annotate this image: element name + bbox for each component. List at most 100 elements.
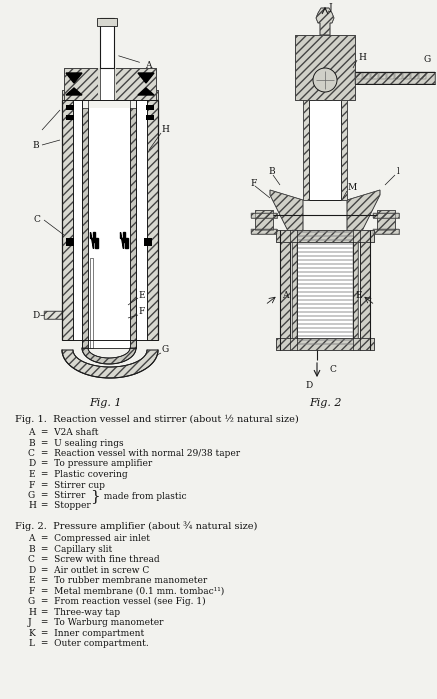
Polygon shape	[371, 73, 378, 79]
Text: A: A	[28, 428, 35, 437]
Polygon shape	[387, 73, 394, 79]
Text: C: C	[330, 366, 337, 375]
Polygon shape	[82, 348, 136, 364]
Text: =  Screw with fine thread: = Screw with fine thread	[38, 555, 160, 564]
Bar	[88, 108, 130, 348]
Text: =  Plastic covering: = Plastic covering	[38, 470, 128, 479]
Polygon shape	[251, 213, 277, 218]
Polygon shape	[270, 190, 303, 235]
Bar	[66, 115, 74, 120]
Bar	[66, 238, 74, 246]
Bar	[97, 18, 117, 26]
Polygon shape	[419, 73, 426, 79]
Text: D: D	[32, 310, 39, 319]
Text: =  Capillary slit: = Capillary slit	[38, 545, 112, 554]
Polygon shape	[66, 88, 82, 95]
Text: H: H	[161, 126, 169, 134]
Polygon shape	[341, 100, 347, 200]
Polygon shape	[403, 73, 410, 79]
Polygon shape	[82, 108, 88, 348]
Text: A: A	[119, 56, 152, 69]
Text: made from plastic: made from plastic	[98, 492, 187, 500]
Polygon shape	[353, 230, 358, 350]
Text: F: F	[28, 586, 35, 596]
Polygon shape	[379, 73, 386, 79]
Text: M: M	[347, 184, 356, 192]
Text: B: B	[268, 168, 274, 177]
Text: L: L	[28, 640, 34, 648]
Text: =  Inner compartment: = Inner compartment	[38, 628, 144, 637]
Text: =  To pressure amplifier: = To pressure amplifier	[38, 459, 152, 468]
Polygon shape	[147, 90, 158, 340]
Bar	[100, 18, 114, 68]
Polygon shape	[355, 73, 362, 79]
Text: F: F	[138, 308, 144, 317]
Bar	[309, 100, 341, 200]
Text: K: K	[28, 628, 35, 637]
Polygon shape	[292, 230, 297, 350]
Bar	[100, 68, 114, 100]
Polygon shape	[355, 72, 435, 84]
Bar	[98, 68, 116, 100]
Text: Fig. 1: Fig. 1	[89, 398, 121, 408]
Text: }: }	[90, 489, 100, 503]
Text: =  V2A shaft: = V2A shaft	[38, 428, 98, 437]
Text: =  Stirrer: = Stirrer	[38, 491, 85, 500]
Text: B: B	[28, 545, 35, 554]
Text: Fig. 2.  Pressure amplifier (about ¾ natural size): Fig. 2. Pressure amplifier (about ¾ natu…	[15, 521, 257, 531]
Text: =  Metal membrane (0.1 mm. tombac¹¹): = Metal membrane (0.1 mm. tombac¹¹)	[38, 586, 224, 596]
Text: =  Reaction vessel with normal 29/38 taper: = Reaction vessel with normal 29/38 tape…	[38, 449, 240, 458]
Text: G: G	[28, 491, 35, 500]
Text: =  Outer compartment.: = Outer compartment.	[38, 640, 149, 648]
Polygon shape	[90, 232, 98, 248]
Text: =  To rubber membrane manometer: = To rubber membrane manometer	[38, 576, 207, 585]
Text: D: D	[28, 565, 35, 575]
Text: E: E	[28, 576, 35, 585]
Polygon shape	[363, 73, 370, 79]
Text: =  Air outlet in screw C: = Air outlet in screw C	[38, 565, 149, 575]
Bar	[73, 90, 82, 340]
Bar	[146, 115, 154, 120]
Bar	[136, 90, 147, 340]
Polygon shape	[138, 73, 154, 83]
Polygon shape	[316, 8, 334, 35]
Text: F: F	[28, 480, 35, 489]
Bar	[66, 105, 74, 110]
Text: A: A	[28, 534, 35, 543]
Text: J: J	[329, 3, 333, 13]
Polygon shape	[295, 35, 355, 100]
Text: D: D	[305, 380, 312, 389]
Text: Fig. 1.  Reaction vessel and stirrer (about ½ natural size): Fig. 1. Reaction vessel and stirrer (abo…	[15, 415, 299, 424]
Polygon shape	[377, 210, 395, 230]
Text: H: H	[28, 501, 36, 510]
Text: J: J	[28, 618, 32, 627]
Polygon shape	[280, 230, 290, 350]
Text: =  U sealing rings: = U sealing rings	[38, 438, 124, 447]
Text: =  Stirrer cup: = Stirrer cup	[38, 480, 105, 489]
Text: E: E	[28, 470, 35, 479]
Polygon shape	[276, 338, 374, 350]
Text: Fig. 2: Fig. 2	[309, 398, 341, 408]
Text: A: A	[282, 291, 288, 299]
Text: D: D	[28, 459, 35, 468]
Polygon shape	[138, 88, 154, 95]
Text: =  Compressed air inlet: = Compressed air inlet	[38, 534, 150, 543]
Text: G: G	[423, 55, 430, 64]
Polygon shape	[411, 73, 418, 79]
Text: =  Stopper: = Stopper	[38, 501, 91, 510]
Text: H: H	[358, 52, 366, 62]
Text: E: E	[355, 291, 362, 299]
Text: F: F	[250, 178, 257, 187]
Bar	[90, 258, 93, 348]
Circle shape	[313, 68, 337, 92]
Polygon shape	[347, 190, 380, 235]
Polygon shape	[373, 229, 399, 234]
Polygon shape	[120, 232, 128, 248]
Polygon shape	[276, 230, 374, 242]
Text: =  From reaction vessel (see Fig. 1): = From reaction vessel (see Fig. 1)	[38, 597, 206, 606]
Polygon shape	[64, 68, 156, 100]
Polygon shape	[66, 73, 82, 83]
Bar	[144, 238, 152, 246]
Text: G: G	[28, 597, 35, 606]
Text: H: H	[28, 607, 36, 617]
